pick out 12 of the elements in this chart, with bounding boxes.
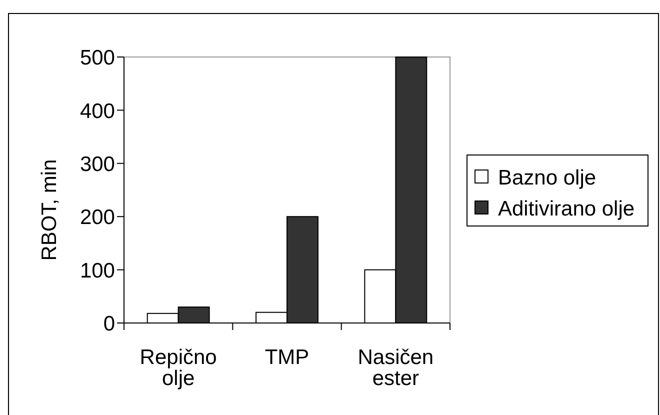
y-tick-label: 100 [80, 259, 115, 282]
x-tick-label: TMP [264, 346, 310, 369]
y-tick-label: 400 [80, 100, 115, 123]
y-tick-label: 200 [80, 206, 115, 230]
x-tick-label: Nasičen ester [358, 346, 434, 390]
legend-label: Aditivirano olje [498, 198, 635, 221]
y-axis-title: RBOT, min [38, 159, 61, 261]
y-tick-label: 300 [80, 152, 115, 176]
y-tick-label: 500 [80, 46, 115, 70]
x-tick-label: Repično olje [140, 346, 217, 390]
legend-label: Bazno olje [498, 166, 596, 190]
y-tick-label: 0 [103, 312, 115, 336]
